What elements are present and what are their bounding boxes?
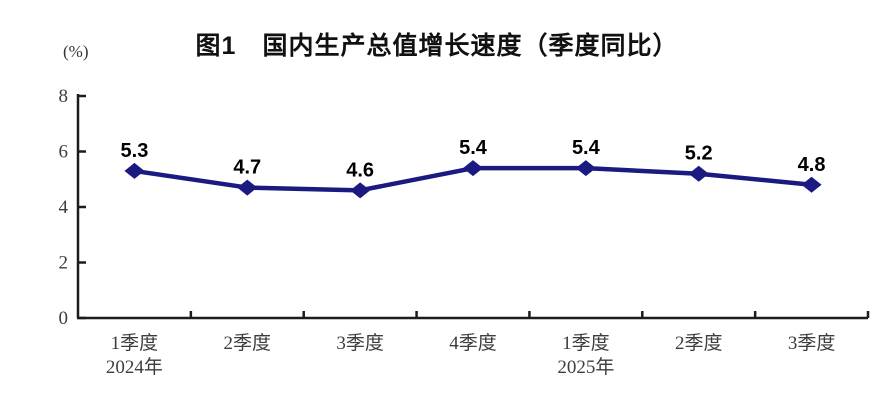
x-category-label: 2季度 xyxy=(224,332,272,354)
data-point-marker xyxy=(575,160,596,177)
data-point-marker xyxy=(463,160,483,177)
data-point-marker xyxy=(688,165,709,182)
data-point-label: 5.4 xyxy=(572,137,601,159)
data-point-marker xyxy=(237,179,258,196)
data-point-label: 4.7 xyxy=(233,157,261,179)
data-point-marker xyxy=(350,182,371,199)
data-point-label: 4.6 xyxy=(346,159,374,181)
y-tick-label: 0 xyxy=(59,308,69,329)
x-category-label: 1季度 xyxy=(111,332,159,354)
x-category-label: 1季度 xyxy=(562,332,610,354)
data-point-marker xyxy=(124,162,145,179)
x-category-label: 4季度 xyxy=(449,332,497,354)
x-category-year-label: 2024年 xyxy=(106,356,163,378)
data-point-marker xyxy=(801,176,822,193)
data-point-label: 5.3 xyxy=(121,140,149,162)
x-category-year-label: 2025年 xyxy=(557,356,614,378)
y-axis-unit-label: (%) xyxy=(63,42,89,61)
data-point-label: 4.8 xyxy=(798,154,826,176)
x-category-label: 3季度 xyxy=(788,332,836,354)
data-point-label: 5.4 xyxy=(459,137,488,159)
y-tick-label: 4 xyxy=(59,197,69,218)
data-point-label: 5.2 xyxy=(685,143,713,165)
chart-title: 图1 国内生产总值增长速度（季度同比） xyxy=(195,32,679,60)
x-category-label: 2季度 xyxy=(675,332,723,354)
y-tick-label: 8 xyxy=(59,86,69,107)
x-category-label: 3季度 xyxy=(336,332,384,354)
y-tick-label: 2 xyxy=(59,253,69,274)
y-tick-label: 6 xyxy=(59,142,69,163)
